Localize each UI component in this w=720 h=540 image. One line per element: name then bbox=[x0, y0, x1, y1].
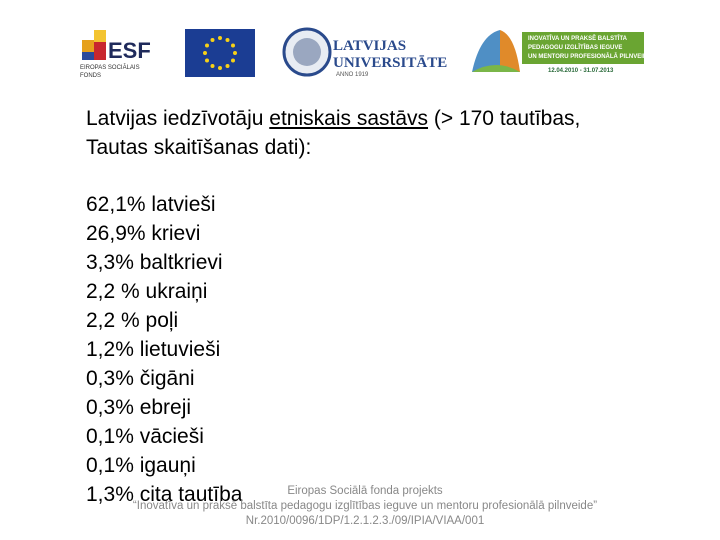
eu-flag bbox=[185, 29, 255, 77]
list-item: 2,2 % ukraiņi bbox=[86, 280, 208, 303]
eu-star bbox=[210, 38, 215, 43]
list-item: 3,3% baltkrievi bbox=[86, 251, 223, 274]
lu-name: LATVIJAS bbox=[333, 38, 406, 54]
lu-year: ANNO 1919 bbox=[336, 72, 369, 78]
footer-line: “Inovatīva un praksē balstīta pedagogu i… bbox=[132, 500, 598, 512]
project-logo: INOVATĪVA UN PRAKSĒ BALSTĪTA PEDAGOGU IZ… bbox=[472, 30, 651, 74]
lu-logo: LATVIJAS UNIVERSITĀTE ANNO 1919 bbox=[282, 27, 447, 78]
heading-line: Latvijas iedzīvotāju etniskais sastāvs (… bbox=[86, 104, 580, 133]
heading-underlined: etniskais sastāvs bbox=[269, 107, 429, 130]
list-item: 0,3% čigāni bbox=[86, 367, 195, 390]
eu-star bbox=[233, 51, 237, 55]
heading: Latvijas iedzīvotāju etniskais sastāvs (… bbox=[86, 104, 580, 162]
footer: Eiropas Sociālā fonda projekts “Inovatīv… bbox=[130, 484, 600, 529]
eu-star bbox=[230, 58, 235, 63]
ethnic-list: 62,1% latvieši 26,9% krievi 3,3% baltkriev… bbox=[86, 190, 242, 509]
eu-star bbox=[205, 58, 210, 63]
project-title: PEDAGOGU IZGLĪTĪBAS IEGUVE bbox=[528, 44, 622, 51]
list-item: 26,9% krievi bbox=[86, 222, 201, 245]
list-item: 62,1% latvieši bbox=[86, 193, 216, 216]
list-item: 0,1% vācieši bbox=[86, 425, 204, 448]
list-item: 2,2 % poļi bbox=[86, 309, 179, 332]
esf-logo: ESF EIROPAS SOCIĀLAIS FONDS bbox=[80, 30, 151, 79]
heading-text: Latvijas iedzīvotāju bbox=[86, 107, 270, 130]
heading-text: (> 170 tautības, bbox=[428, 107, 581, 130]
eu-star bbox=[210, 63, 215, 68]
eu-star bbox=[218, 66, 222, 70]
esf-mark: ESF bbox=[108, 38, 151, 63]
footer-line: Nr.2010/0096/1DP/1.2.1.2.3./09/IPIA/VIAA… bbox=[245, 515, 485, 527]
esf-caption: FONDS bbox=[80, 73, 101, 79]
eu-star bbox=[225, 38, 230, 43]
esf-caption: EIROPAS SOCIĀLAIS bbox=[80, 64, 140, 71]
lu-name: UNIVERSITĀTE bbox=[333, 55, 447, 71]
footer-line: Eiropas Sociālā fonda projekts bbox=[287, 485, 443, 497]
project-dates: 12.04.2010 - 31.07.2013 bbox=[548, 68, 614, 74]
project-title: UN MENTORU PROFESIONĀLĀ PILNVEIDE bbox=[528, 53, 651, 60]
project-title: INOVATĪVA UN PRAKSĒ BALSTĪTA bbox=[528, 35, 628, 42]
heading-line: Tautas skaitīšanas dati): bbox=[86, 136, 312, 159]
eu-star bbox=[205, 43, 210, 48]
list-item: 0,3% ebreji bbox=[86, 396, 192, 419]
eu-star bbox=[218, 36, 222, 40]
eu-star bbox=[230, 43, 235, 48]
eu-star bbox=[225, 63, 230, 68]
list-item: 1,3% cita tautība bbox=[86, 483, 243, 506]
list-item: 1,2% lietuvieši bbox=[86, 338, 221, 361]
list-item: 0,1% igauņi bbox=[86, 454, 196, 477]
eu-star bbox=[203, 51, 207, 55]
logo-bar: ESF EIROPAS SOCIĀLAIS FONDS LATVIJAS UNI… bbox=[80, 27, 651, 79]
